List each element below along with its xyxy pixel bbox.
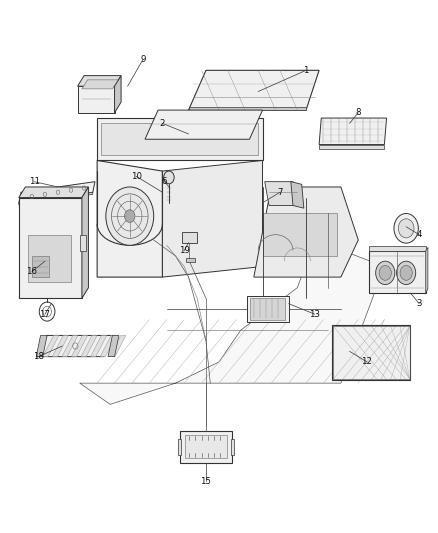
Text: 16: 16 <box>26 268 37 276</box>
Polygon shape <box>36 335 115 357</box>
Text: 2: 2 <box>160 119 165 128</box>
Text: 19: 19 <box>179 246 190 255</box>
Polygon shape <box>265 182 297 206</box>
Polygon shape <box>19 187 88 198</box>
Polygon shape <box>32 256 49 277</box>
Circle shape <box>396 261 416 285</box>
Circle shape <box>394 214 418 243</box>
Polygon shape <box>80 240 385 405</box>
Text: 12: 12 <box>361 358 372 367</box>
Text: 7: 7 <box>277 188 283 197</box>
Text: 10: 10 <box>131 172 142 181</box>
Polygon shape <box>369 246 426 251</box>
Polygon shape <box>108 335 119 357</box>
Circle shape <box>379 265 391 280</box>
Polygon shape <box>82 80 118 89</box>
Polygon shape <box>19 192 93 205</box>
Polygon shape <box>115 76 121 113</box>
Polygon shape <box>188 70 319 110</box>
Polygon shape <box>182 232 197 243</box>
Polygon shape <box>80 235 86 251</box>
Polygon shape <box>254 187 358 277</box>
Polygon shape <box>62 335 78 357</box>
Polygon shape <box>332 325 410 381</box>
Text: 9: 9 <box>140 55 145 64</box>
Polygon shape <box>178 439 181 455</box>
Polygon shape <box>319 144 385 149</box>
Text: 13: 13 <box>309 310 320 319</box>
Circle shape <box>400 265 412 280</box>
Polygon shape <box>19 182 95 203</box>
Polygon shape <box>71 335 88 357</box>
Polygon shape <box>19 198 82 298</box>
Polygon shape <box>145 110 262 139</box>
Text: 8: 8 <box>356 108 361 117</box>
Polygon shape <box>97 118 262 160</box>
Text: 11: 11 <box>28 177 39 186</box>
Polygon shape <box>78 76 121 86</box>
Polygon shape <box>251 298 285 319</box>
Polygon shape <box>185 435 227 458</box>
Circle shape <box>376 261 395 285</box>
Polygon shape <box>186 258 195 262</box>
Text: 3: 3 <box>417 299 422 308</box>
Polygon shape <box>28 235 71 282</box>
Text: 15: 15 <box>201 477 212 486</box>
Polygon shape <box>162 160 262 277</box>
Polygon shape <box>319 118 387 144</box>
Polygon shape <box>97 160 162 277</box>
Polygon shape <box>247 296 289 322</box>
Polygon shape <box>36 335 47 357</box>
Circle shape <box>124 210 135 222</box>
Text: 18: 18 <box>33 352 44 361</box>
Text: 6: 6 <box>162 177 167 186</box>
Text: 4: 4 <box>417 230 422 239</box>
Polygon shape <box>91 335 107 357</box>
Polygon shape <box>180 431 232 463</box>
Text: 17: 17 <box>39 310 50 319</box>
Polygon shape <box>426 247 428 293</box>
Polygon shape <box>78 86 115 113</box>
Polygon shape <box>231 439 234 455</box>
Polygon shape <box>102 123 258 155</box>
Circle shape <box>164 171 174 184</box>
Polygon shape <box>188 108 306 110</box>
Polygon shape <box>110 335 126 357</box>
Polygon shape <box>369 251 426 293</box>
Circle shape <box>398 219 414 238</box>
Polygon shape <box>82 187 88 298</box>
Polygon shape <box>100 335 116 357</box>
Polygon shape <box>81 335 97 357</box>
Polygon shape <box>52 335 68 357</box>
Polygon shape <box>262 214 336 256</box>
Text: 1: 1 <box>303 66 309 75</box>
Circle shape <box>106 187 154 245</box>
Polygon shape <box>43 335 59 357</box>
Polygon shape <box>291 182 304 208</box>
